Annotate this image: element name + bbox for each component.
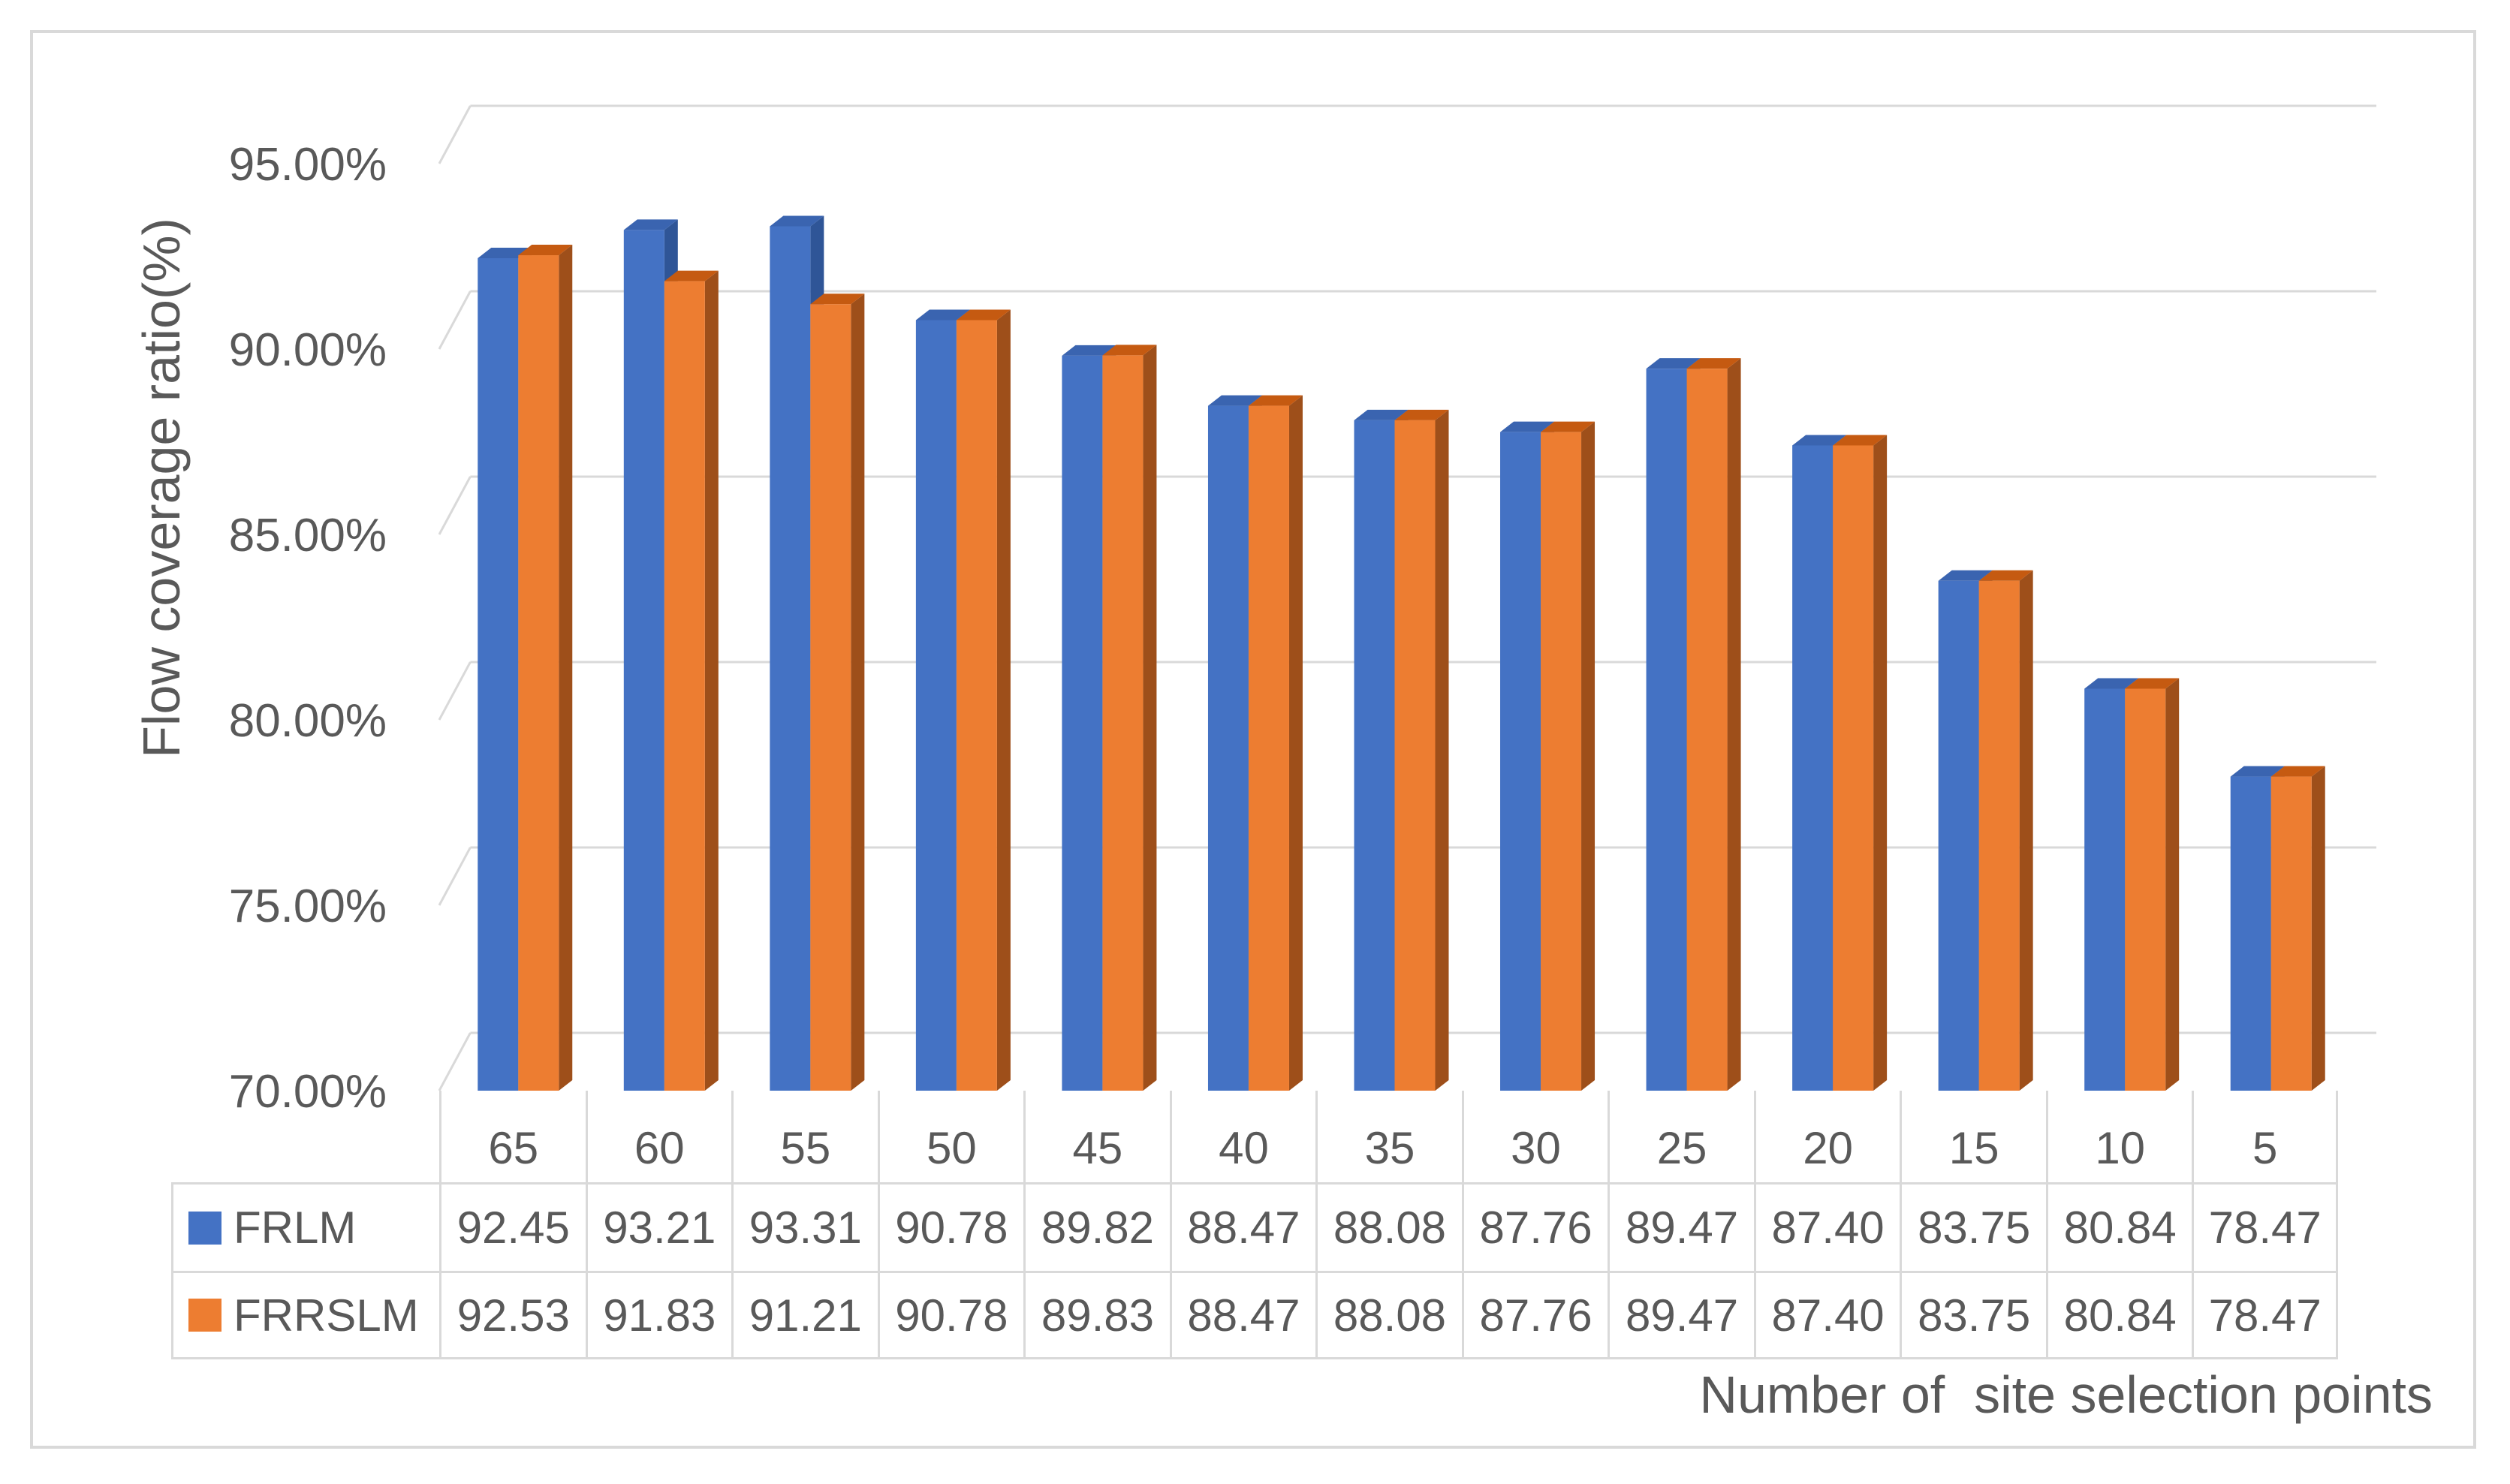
bar-top bbox=[1062, 345, 1116, 356]
bar-top bbox=[915, 309, 970, 321]
bar-side bbox=[2165, 678, 2180, 1091]
bar-front bbox=[1792, 445, 1834, 1091]
bar-front bbox=[1102, 355, 1144, 1091]
bar-front bbox=[1833, 445, 1874, 1091]
bar-front bbox=[2125, 688, 2166, 1091]
bar-front bbox=[518, 255, 559, 1091]
gridline-slant bbox=[438, 290, 472, 350]
bar-frrslm-20 bbox=[1833, 435, 1888, 1091]
bar-frrslm-50 bbox=[956, 309, 1011, 1091]
bar-frrslm-30 bbox=[1541, 421, 1595, 1091]
bars bbox=[478, 215, 2325, 1091]
bar-frrslm-5 bbox=[2270, 766, 2325, 1091]
bar-top bbox=[1354, 409, 1409, 420]
bar-top bbox=[1646, 358, 1701, 369]
gridline-slant bbox=[438, 847, 472, 906]
bar-frrslm-65 bbox=[518, 245, 573, 1091]
bar-frrslm-40 bbox=[1248, 395, 1303, 1091]
bar-front bbox=[1354, 420, 1395, 1091]
bar-front bbox=[810, 304, 851, 1091]
bar-front bbox=[478, 257, 519, 1091]
bar-front bbox=[2084, 688, 2126, 1091]
gridline-slant bbox=[438, 661, 472, 721]
y-tick-label: 90.00% bbox=[229, 324, 387, 376]
bar-side bbox=[1435, 409, 1449, 1091]
bar-front bbox=[623, 230, 664, 1091]
bar-front bbox=[1248, 405, 1289, 1091]
y-tick-label: 85.00% bbox=[229, 510, 387, 561]
bar-front bbox=[956, 320, 997, 1091]
bar-frrslm-45 bbox=[1102, 345, 1157, 1091]
bar-top bbox=[1207, 395, 1262, 406]
bar-front bbox=[1394, 420, 1436, 1091]
bar-top bbox=[518, 245, 573, 256]
bar-side bbox=[1873, 435, 1888, 1091]
bar-front bbox=[1062, 355, 1103, 1091]
gridline-slant bbox=[438, 476, 472, 535]
bar-front bbox=[1978, 580, 2020, 1091]
bar-front bbox=[1207, 405, 1249, 1091]
bar-top bbox=[1938, 570, 1993, 581]
bar-top bbox=[664, 270, 719, 281]
bar-top bbox=[1394, 409, 1449, 420]
bar-side bbox=[851, 293, 865, 1091]
bar-top bbox=[770, 215, 824, 227]
bar-front bbox=[915, 320, 957, 1091]
y-tick-label: 75.00% bbox=[229, 880, 387, 932]
bar-front bbox=[1646, 369, 1687, 1091]
bar-top bbox=[1792, 435, 1847, 446]
y-tick-label: 80.00% bbox=[229, 695, 387, 747]
bar-top bbox=[2125, 678, 2180, 689]
bar-side bbox=[2311, 766, 2325, 1091]
bar-top bbox=[1500, 421, 1555, 432]
bar-top bbox=[1686, 358, 1741, 369]
bar-top bbox=[956, 309, 1011, 321]
bar-top bbox=[1833, 435, 1888, 446]
bar-top bbox=[2270, 766, 2325, 777]
bar-frrslm-55 bbox=[810, 293, 865, 1091]
bar-top bbox=[810, 293, 865, 305]
bar-top bbox=[623, 219, 678, 230]
bar-front bbox=[2230, 776, 2271, 1091]
bar-side bbox=[996, 309, 1011, 1091]
bar-side bbox=[1727, 358, 1741, 1091]
bar-frrslm-15 bbox=[1978, 570, 2033, 1091]
gridline-slant bbox=[438, 105, 472, 164]
bar-front bbox=[664, 281, 705, 1091]
bar-top bbox=[2084, 678, 2139, 689]
bar-top bbox=[1541, 421, 1595, 432]
bar-side bbox=[1288, 395, 1303, 1091]
bar-frrslm-25 bbox=[1686, 358, 1741, 1091]
y-axis-tick-labels: 95.00% 90.00% 85.00% 80.00% 75.00% 70.00% bbox=[229, 139, 387, 1118]
bar-front bbox=[2270, 776, 2312, 1091]
bar-side bbox=[2019, 570, 2033, 1091]
y-tick-label: 70.00% bbox=[229, 1066, 387, 1118]
bar-top bbox=[1248, 395, 1303, 406]
bar-top bbox=[1978, 570, 2033, 581]
bar-frrslm-35 bbox=[1394, 409, 1449, 1091]
y-tick-label: 95.00% bbox=[229, 139, 387, 191]
bar-top bbox=[2230, 766, 2285, 777]
bar-front bbox=[1541, 432, 1582, 1091]
bar-side bbox=[559, 245, 573, 1091]
bar-side bbox=[1581, 421, 1595, 1091]
bar-top bbox=[1102, 345, 1157, 356]
gridline-slant bbox=[438, 1032, 472, 1091]
bar-side bbox=[704, 270, 719, 1091]
bar-frrslm-10 bbox=[2125, 678, 2180, 1091]
x-axis-title: Number of site selection points bbox=[1699, 1365, 2433, 1424]
y-axis-title: Flow coverage ratio(%) bbox=[132, 218, 191, 758]
bar-front bbox=[1686, 369, 1728, 1091]
bar-front bbox=[770, 226, 811, 1091]
bar-frrslm-60 bbox=[664, 270, 719, 1091]
bar-front bbox=[1500, 432, 1541, 1091]
bar-side bbox=[1143, 345, 1157, 1091]
bar-front bbox=[1938, 580, 1979, 1091]
